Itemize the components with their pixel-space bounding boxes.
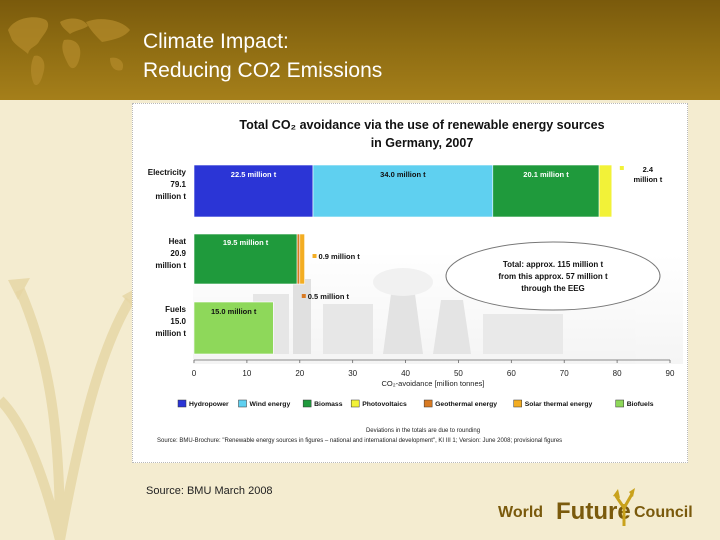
stacked-bar-chart: Total CO₂ avoidance via the use of renew… — [133, 104, 687, 462]
category-total: 15.0 — [170, 317, 186, 326]
legend-label: Photovoltaics — [362, 401, 407, 408]
legend-item-solar-thermal-energy: Solar thermal energy — [513, 399, 593, 408]
legend-label: Geothermal energy — [435, 401, 497, 408]
x-tick-label: 90 — [666, 369, 675, 378]
category-label-electricity: Electricity 79.1 million t — [148, 168, 187, 201]
slide-title-line-2: Reducing CO2 Emissions — [143, 59, 383, 82]
x-axis-label: CO₂-avoidance [million tonnes] — [382, 379, 485, 388]
x-tick-label: 30 — [348, 369, 357, 378]
x-tick-label: 60 — [507, 369, 516, 378]
legend-swatch — [423, 399, 433, 408]
legend-item-wind-energy: Wind energy — [238, 399, 291, 408]
total-annotation: Total: approx. 115 million t from this a… — [445, 241, 661, 311]
bar-segment-heat-geothermal-energy — [296, 233, 301, 285]
data-label-0: 22.5 million t — [231, 170, 277, 179]
x-tick-label: 0 — [192, 369, 197, 378]
chart-source-line: Source: BMU-Brochure: "Renewable energy … — [157, 438, 562, 444]
x-tick-label: 40 — [401, 369, 410, 378]
data-label-marker — [301, 294, 306, 298]
world-map-graphic — [8, 17, 130, 86]
slide-title: Climate Impact: Reducing CO2 Emissions — [143, 27, 382, 85]
bar-segment-heat-biomass — [193, 233, 298, 285]
data-label-1: 34.0 million t — [380, 170, 426, 179]
legend-item-photovoltaics: Photovoltaics — [350, 399, 407, 408]
data-label-marker — [312, 254, 317, 258]
legend-item-biomass: Biomass — [302, 399, 343, 408]
logo-word-world: World — [498, 504, 544, 521]
data-label-2: 20.1 million t — [523, 170, 569, 179]
legend-swatch — [350, 399, 360, 408]
legend-swatch — [238, 399, 247, 408]
legend-label: Biofuels — [627, 401, 654, 408]
chart-title-line-1: Total CO₂ avoidance via the use of renew… — [239, 118, 604, 132]
bar-segment-heat-solar-thermal-energy — [299, 233, 305, 285]
legend-label: Biomass — [314, 401, 343, 408]
total-annotation-line-3: through the EEG — [521, 284, 585, 293]
data-label-6: 0.5 million t — [308, 292, 350, 301]
logo-arrow-icon — [613, 488, 635, 526]
legend-swatch — [177, 399, 187, 408]
data-label-7: 15.0 million t — [211, 307, 257, 316]
legend-label: Wind energy — [250, 401, 291, 408]
category-name: Heat — [169, 237, 187, 246]
data-label-5: 0.9 million t — [319, 252, 361, 261]
chart-panel: Total CO₂ avoidance via the use of renew… — [132, 103, 688, 463]
legend-item-biofuels: Biofuels — [615, 399, 654, 408]
chart-title: Total CO₂ avoidance via the use of renew… — [239, 118, 604, 150]
category-label-heat: Heat 20.9 million t — [155, 237, 186, 270]
bar-segment-fuels-biofuels — [193, 301, 274, 355]
category-unit: million t — [155, 329, 186, 338]
category-label-fuels: Fuels 15.0 million t — [155, 305, 186, 338]
slide-source-note: Source: BMU March 2008 — [146, 485, 273, 497]
category-unit: million t — [155, 261, 186, 270]
bar-segment-electricity-biomass — [492, 164, 600, 218]
data-label-3: million t — [633, 175, 662, 184]
slide-title-line-1: Climate Impact: — [143, 30, 289, 53]
legend-swatch — [615, 399, 624, 408]
total-annotation-ellipse — [445, 241, 661, 311]
data-label-4: 19.5 million t — [223, 238, 269, 247]
chart-title-line-2: in Germany, 2007 — [371, 136, 474, 150]
category-unit: million t — [155, 192, 186, 201]
data-label-marker — [619, 166, 624, 170]
x-tick-label: 70 — [560, 369, 569, 378]
total-annotation-line-2: from this approx. 57 million t — [498, 272, 608, 281]
category-name: Electricity — [148, 168, 187, 177]
x-tick-label: 20 — [295, 369, 304, 378]
slide-header: Climate Impact: Reducing CO2 Emissions — [0, 0, 720, 100]
logo-word-future: Future — [556, 498, 631, 525]
total-annotation-line-1: Total: approx. 115 million t — [503, 260, 604, 269]
category-total: 79.1 — [170, 180, 186, 189]
legend-label: Solar thermal energy — [525, 401, 593, 408]
legend-item-geothermal-energy: Geothermal energy — [423, 399, 497, 408]
legend-label: Hydropower — [189, 401, 229, 408]
legend-swatch — [513, 399, 522, 408]
bar-segment-electricity-photovoltaics — [598, 164, 613, 218]
legend-item-hydropower: Hydropower — [177, 399, 229, 408]
x-tick-label: 10 — [242, 369, 251, 378]
chart-footnote: Deviations in the totals are due to roun… — [366, 428, 480, 434]
x-tick-label: 50 — [454, 369, 463, 378]
logo-word-council: Council — [634, 504, 693, 521]
bar-segment-electricity-hydropower — [193, 164, 314, 218]
legend-swatch — [302, 399, 312, 408]
category-total: 20.9 — [170, 249, 186, 258]
data-label-3: 2.4 — [643, 165, 654, 174]
category-name: Fuels — [165, 305, 186, 314]
x-tick-label: 80 — [613, 369, 622, 378]
